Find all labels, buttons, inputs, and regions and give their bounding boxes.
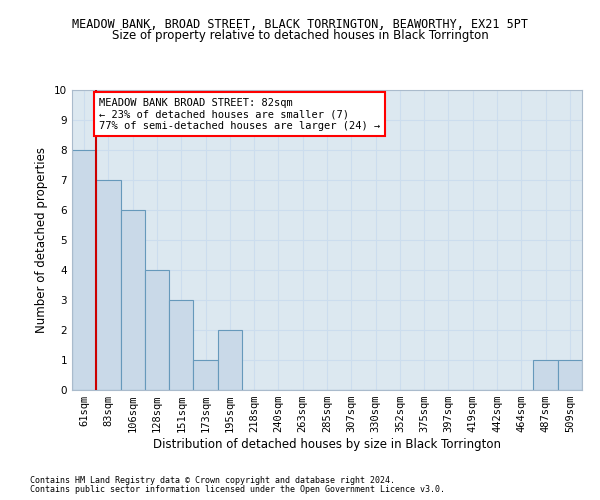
Text: MEADOW BANK BROAD STREET: 82sqm
← 23% of detached houses are smaller (7)
77% of : MEADOW BANK BROAD STREET: 82sqm ← 23% of… [99, 98, 380, 130]
Bar [193, 360, 218, 390]
Bar [533, 360, 558, 390]
Bar [218, 330, 242, 390]
Text: Size of property relative to detached houses in Black Torrington: Size of property relative to detached ho… [112, 29, 488, 42]
Text: Contains HM Land Registry data © Crown copyright and database right 2024.: Contains HM Land Registry data © Crown c… [30, 476, 395, 485]
Bar [72, 150, 96, 390]
Bar [121, 210, 145, 390]
Bar [558, 360, 582, 390]
Bar [145, 270, 169, 390]
Text: MEADOW BANK, BROAD STREET, BLACK TORRINGTON, BEAWORTHY, EX21 5PT: MEADOW BANK, BROAD STREET, BLACK TORRING… [72, 18, 528, 30]
Bar [96, 180, 121, 390]
Y-axis label: Number of detached properties: Number of detached properties [35, 147, 49, 333]
Text: Contains public sector information licensed under the Open Government Licence v3: Contains public sector information licen… [30, 485, 445, 494]
Bar [169, 300, 193, 390]
X-axis label: Distribution of detached houses by size in Black Torrington: Distribution of detached houses by size … [153, 438, 501, 451]
